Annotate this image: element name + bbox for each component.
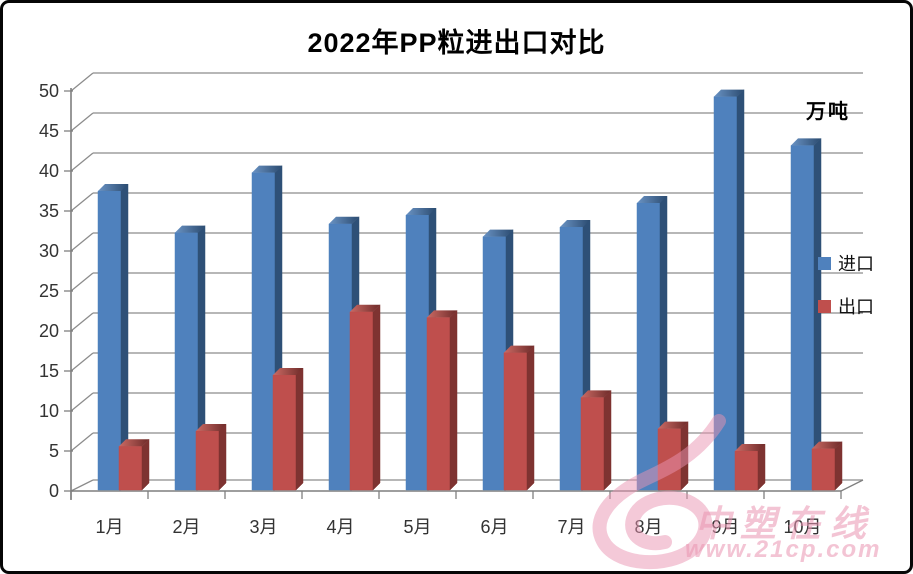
bar-export-5月-top (427, 310, 457, 318)
bar-import-4月-front (328, 223, 353, 491)
bar-export-9月-top (735, 444, 765, 451)
bar-export-8月-side (680, 420, 689, 491)
y-axis-label: 30 (39, 241, 59, 261)
bar-export-2月-side (218, 423, 227, 491)
legend-item-import: 进口 (818, 250, 874, 276)
x-axis-label: 4月 (326, 517, 354, 537)
bar-export-9月-side (757, 443, 766, 491)
bar-import-3月-front (251, 172, 276, 491)
grid-diagonal (70, 72, 94, 92)
bar-import-4月-top (329, 216, 359, 224)
y-axis-label: 15 (39, 361, 59, 381)
grid-diagonal (70, 352, 94, 372)
bar-import-8月-top (637, 196, 667, 203)
bar-export-3月-front (272, 374, 297, 491)
grid-diagonal (70, 392, 94, 412)
legend-import-swatch (818, 256, 831, 270)
bar-import-10月-top (791, 138, 821, 146)
floor-edge-left (70, 479, 94, 492)
bar-export-10月-front (811, 448, 836, 491)
bar-export-3月-side (295, 367, 304, 491)
bar-export-4月-front (349, 311, 374, 491)
y-axis-label: 25 (39, 281, 59, 301)
bar-import-10月-front (790, 145, 815, 491)
legend-item-export: 出口 (818, 293, 874, 319)
bar-export-1月-front (118, 445, 143, 491)
bar-export-6月-front (503, 352, 528, 491)
bar-export-5月-side (449, 309, 458, 491)
bar-export-5月-front (426, 317, 451, 491)
bar-import-6月-front (482, 236, 507, 491)
x-axis-label: 8月 (634, 517, 662, 537)
y-axis-label: 40 (39, 161, 59, 181)
y-axis-label: 50 (39, 81, 59, 101)
y-axis-label: 10 (39, 401, 59, 421)
x-axis-label: 2月 (172, 517, 200, 537)
grid-diagonal (70, 152, 94, 172)
x-axis-label: 6月 (480, 517, 508, 537)
x-axis-label: 3月 (249, 517, 277, 537)
bar-export-4月-side (372, 304, 381, 491)
legend-export-label: 出口 (838, 297, 874, 317)
bar-export-2月-top (196, 424, 226, 431)
bar-export-7月-side (603, 389, 612, 491)
bar-import-1月-top (98, 184, 128, 191)
x-axis-label: 7月 (557, 517, 585, 537)
bar-export-8月-front (657, 428, 682, 491)
bar-export-9月-front (734, 450, 759, 491)
bar-export-2月-front (195, 430, 220, 491)
bar-import-6月-top (483, 229, 513, 237)
x-axis-label: 9月 (711, 517, 739, 537)
bar-import-9月-front (713, 96, 738, 491)
bar-import-2月-top (175, 225, 205, 233)
bar-import-1月-front (97, 190, 122, 491)
grid-diagonal (70, 192, 94, 212)
bar-import-5月-front (405, 214, 430, 491)
bar-chart-canvas: 0 5 10 15 20 25 30 35 40 45 50 1月 2月 3月 4月 5月 6月 7月 8月 9月 10… (39, 72, 864, 537)
bar-export-3月-top (273, 368, 303, 375)
y-axis-label: 5 (49, 441, 59, 461)
y-axis-label: 0 (49, 481, 59, 501)
unit-label: 万吨 (806, 101, 850, 123)
grid-diagonal (70, 272, 94, 292)
y-axis-label: 45 (39, 121, 59, 141)
bar-import-8月-front (636, 202, 661, 491)
chart-title: 2022年PP粒进出口对比 (307, 28, 606, 58)
grid-diagonal (70, 312, 94, 332)
x-axis-label: 10月 (783, 517, 821, 537)
bar-import-3月-top (252, 165, 282, 173)
bar-import-7月-front (559, 226, 584, 491)
x-axis-label: 5月 (403, 517, 431, 537)
bar-import-2月-front (174, 232, 199, 491)
bar-export-7月-front (580, 397, 605, 491)
legend-export-swatch (818, 299, 831, 313)
bar-import-5月-top (406, 208, 436, 215)
grid-diagonal (70, 112, 94, 132)
legend-import-label: 进口 (838, 254, 874, 274)
bar-import-9月-top (714, 89, 744, 97)
grid-diagonal (70, 232, 94, 252)
x-axis-label: 1月 (95, 517, 123, 537)
bar-export-10月-side (834, 440, 843, 491)
bar-export-6月-side (526, 344, 535, 491)
bar-export-1月-side (141, 438, 150, 491)
floor-edge-right (840, 479, 864, 492)
y-axis-label: 20 (39, 321, 59, 341)
bar-export-10月-top (812, 441, 842, 449)
bar-export-4月-top (350, 304, 380, 312)
bar-import-7月-top (560, 220, 590, 227)
bar-export-1月-top (119, 439, 149, 447)
bar-export-7月-top (581, 390, 611, 398)
bar-export-6月-top (504, 345, 534, 353)
grid-diagonal (70, 432, 94, 452)
bar-import-9月-side (736, 88, 745, 491)
y-axis-label: 35 (39, 201, 59, 221)
